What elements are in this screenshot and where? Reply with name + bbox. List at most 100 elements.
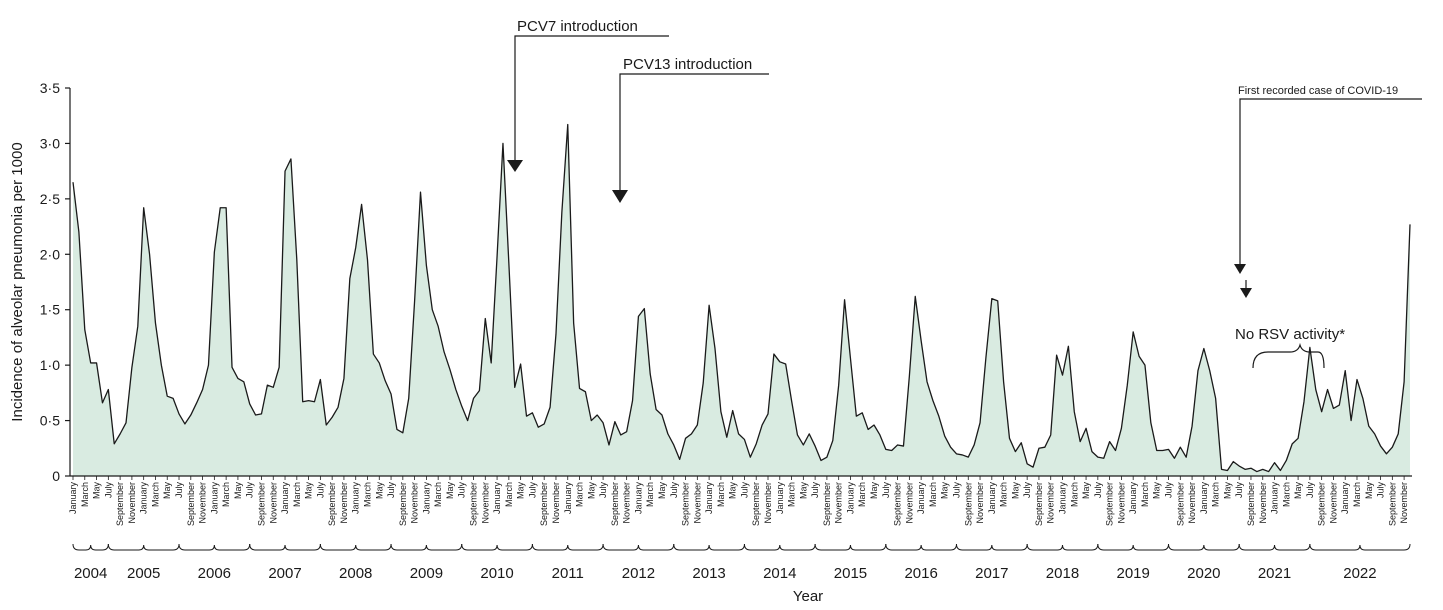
x-tick-label: May (304, 482, 314, 500)
x-tick-label: September (398, 482, 408, 526)
y-tick-label: 1·5 (40, 302, 60, 318)
x-tick-label: July (1022, 482, 1032, 499)
annotation-no-rsv: No RSV activity* (1235, 326, 1345, 369)
year-brace (743, 543, 816, 551)
x-tick-label: September (963, 482, 973, 526)
y-tick-label: 2·0 (40, 246, 60, 262)
year-groups: 2004 2005 2006 2007 2008 2009 2010 2011 2012 2013… (72, 543, 1411, 582)
x-tick-label: November (1046, 482, 1056, 524)
x-tick-label: November (1116, 482, 1126, 524)
year-label: 2010 (480, 565, 513, 582)
year-label: 2009 (410, 565, 443, 582)
year-brace (1097, 543, 1170, 551)
x-tick-label: July (315, 482, 325, 499)
year-label: 2017 (975, 565, 1008, 582)
x-tick-label: May (869, 482, 879, 500)
x-tick-label: September (751, 482, 761, 526)
x-tick-label: November (1399, 482, 1409, 524)
x-tick-label: January (1270, 482, 1280, 515)
x-tick-label: July (1305, 482, 1315, 499)
x-tick-label: July (386, 482, 396, 499)
annotation-no-rsv-brace (1252, 342, 1325, 369)
series-area-fill (73, 124, 1410, 476)
x-tick-label: March (1140, 482, 1150, 507)
x-tick-label: September (822, 482, 832, 526)
y-tick-label: 1·0 (40, 357, 60, 373)
year-label: 2014 (763, 565, 796, 582)
x-tick-label: September (1317, 482, 1327, 526)
year-brace (531, 543, 604, 551)
x-tick-label: May (1010, 482, 1020, 500)
x-tick-label: January (68, 482, 78, 515)
x-tick-label: March (928, 482, 938, 507)
year-label: 2011 (552, 565, 584, 582)
x-tick-label: July (881, 482, 891, 499)
x-tick-label: July (245, 482, 255, 499)
x-tick-label: July (598, 482, 608, 499)
x-tick-label: January (492, 482, 502, 515)
year-brace (249, 543, 321, 551)
x-tick-label: May (586, 482, 596, 500)
x-tick-label: March (80, 482, 90, 507)
year-label: 2008 (339, 565, 372, 582)
y-tick-label: 0·5 (40, 413, 60, 429)
x-tick-label: November (551, 482, 561, 524)
x-tick-label: November (268, 482, 278, 524)
annotation-covid-label: First recorded case of COVID-19 (1238, 85, 1398, 97)
x-tick-label: January (280, 482, 290, 515)
x-tick-label: November (339, 482, 349, 524)
x-tick-label: May (374, 482, 384, 500)
year-label: 2007 (268, 565, 301, 582)
x-tick-label: May (728, 482, 738, 500)
year-label: 2016 (904, 565, 937, 582)
year-brace (955, 543, 1028, 551)
annotation-pcv7-arrow (507, 160, 523, 172)
x-tick-label: March (999, 482, 1009, 507)
x-tick-label: March (504, 482, 514, 507)
x-tick-label: March (1281, 482, 1291, 507)
x-tick-label: March (787, 482, 797, 507)
year-brace (1238, 543, 1311, 551)
x-tick-label: May (1222, 482, 1232, 500)
x-tick-label: January (845, 482, 855, 515)
x-tick-label: November (692, 482, 702, 524)
x-tick-label: September (1034, 482, 1044, 526)
x-tick-label: November (904, 482, 914, 524)
x-tick-label: January (563, 482, 573, 515)
x-tick-label: March (221, 482, 231, 507)
x-tick-label: July (739, 482, 749, 499)
x-tick-label: January (1128, 482, 1138, 515)
x-tick-label: July (669, 482, 679, 499)
year-brace (885, 543, 957, 551)
x-tick-label: September (1175, 482, 1185, 526)
y-axis-title: Incidence of alveolar pneumonia per 1000 (9, 142, 26, 421)
x-tick-label: July (1093, 482, 1103, 499)
x-tick-label: November (1187, 482, 1197, 524)
x-tick-label: November (198, 482, 208, 524)
x-tick-label: March (1352, 482, 1362, 507)
year-brace (1168, 543, 1240, 551)
x-tick-label: March (433, 482, 443, 507)
year-brace (673, 543, 745, 551)
year-label: 2018 (1046, 565, 1079, 582)
y-tick-label: 3·0 (40, 135, 60, 151)
month-tick-labels: January March May July September November Janu… (68, 476, 1409, 526)
series-line (72, 123, 1411, 473)
x-tick-label: September (1387, 482, 1397, 526)
year-label: 2012 (622, 565, 655, 582)
x-tick-label: July (457, 482, 467, 499)
x-tick-label: March (362, 482, 372, 507)
x-tick-label: September (115, 482, 125, 526)
x-tick-label: May (657, 482, 667, 500)
x-tick-label: January (139, 482, 149, 515)
x-tick-label: September (469, 482, 479, 526)
year-brace (461, 543, 533, 551)
x-tick-label: July (810, 482, 820, 499)
x-tick-label: January (916, 482, 926, 515)
x-tick-label: September (681, 482, 691, 526)
year-brace (602, 543, 675, 551)
x-tick-label: March (1211, 482, 1221, 507)
x-tick-label: March (150, 482, 160, 507)
annotation-covid-leader (1239, 98, 1422, 266)
